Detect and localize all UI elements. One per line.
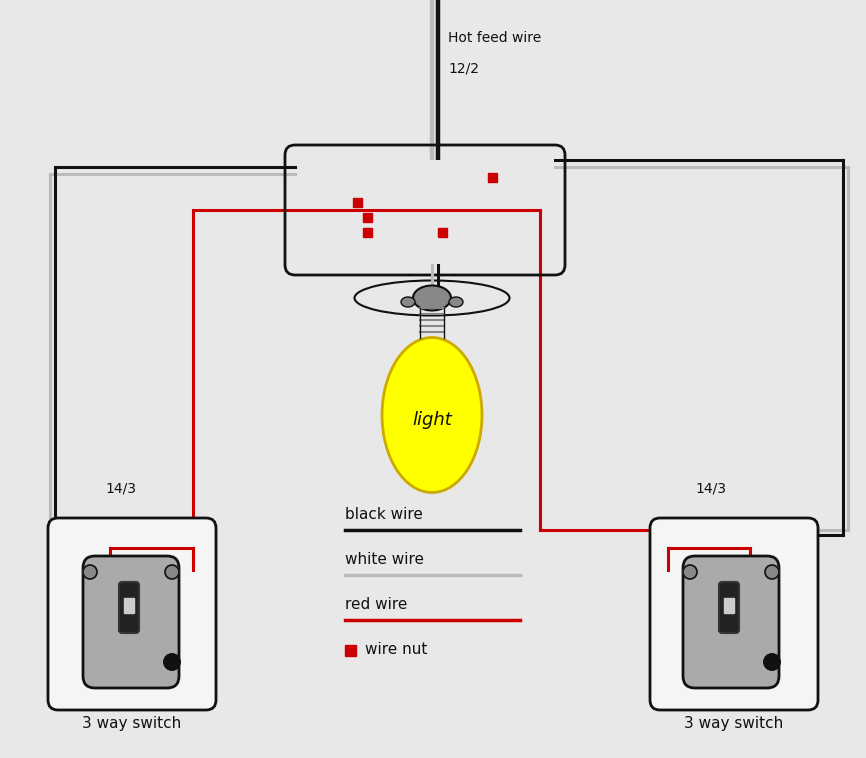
- Bar: [363, 213, 372, 222]
- Text: wire nut: wire nut: [365, 643, 428, 657]
- Bar: [353, 198, 362, 207]
- Circle shape: [683, 565, 697, 579]
- Ellipse shape: [401, 297, 415, 307]
- Ellipse shape: [413, 286, 451, 311]
- Text: 14/3: 14/3: [695, 481, 726, 495]
- Circle shape: [765, 565, 779, 579]
- Text: red wire: red wire: [345, 597, 407, 612]
- Circle shape: [83, 565, 97, 579]
- Text: 3 way switch: 3 way switch: [82, 716, 182, 731]
- Text: white wire: white wire: [345, 552, 424, 567]
- Text: 14/3: 14/3: [105, 481, 136, 495]
- Bar: [724, 598, 734, 613]
- Text: black wire: black wire: [345, 507, 423, 522]
- Circle shape: [165, 565, 179, 579]
- Bar: [438, 228, 447, 237]
- Ellipse shape: [449, 297, 463, 307]
- Bar: [363, 228, 372, 237]
- FancyBboxPatch shape: [650, 518, 818, 710]
- Text: 12/2: 12/2: [448, 61, 479, 75]
- FancyBboxPatch shape: [119, 582, 139, 633]
- FancyBboxPatch shape: [48, 518, 216, 710]
- Text: 3 way switch: 3 way switch: [684, 716, 784, 731]
- FancyBboxPatch shape: [719, 582, 739, 633]
- Text: Hot feed wire: Hot feed wire: [448, 31, 541, 45]
- Bar: [124, 598, 134, 613]
- Ellipse shape: [382, 337, 482, 493]
- FancyBboxPatch shape: [683, 556, 779, 688]
- Bar: [488, 173, 497, 182]
- Text: light: light: [412, 411, 452, 429]
- Bar: [345, 645, 356, 656]
- Circle shape: [764, 654, 780, 670]
- FancyBboxPatch shape: [83, 556, 179, 688]
- Circle shape: [164, 654, 180, 670]
